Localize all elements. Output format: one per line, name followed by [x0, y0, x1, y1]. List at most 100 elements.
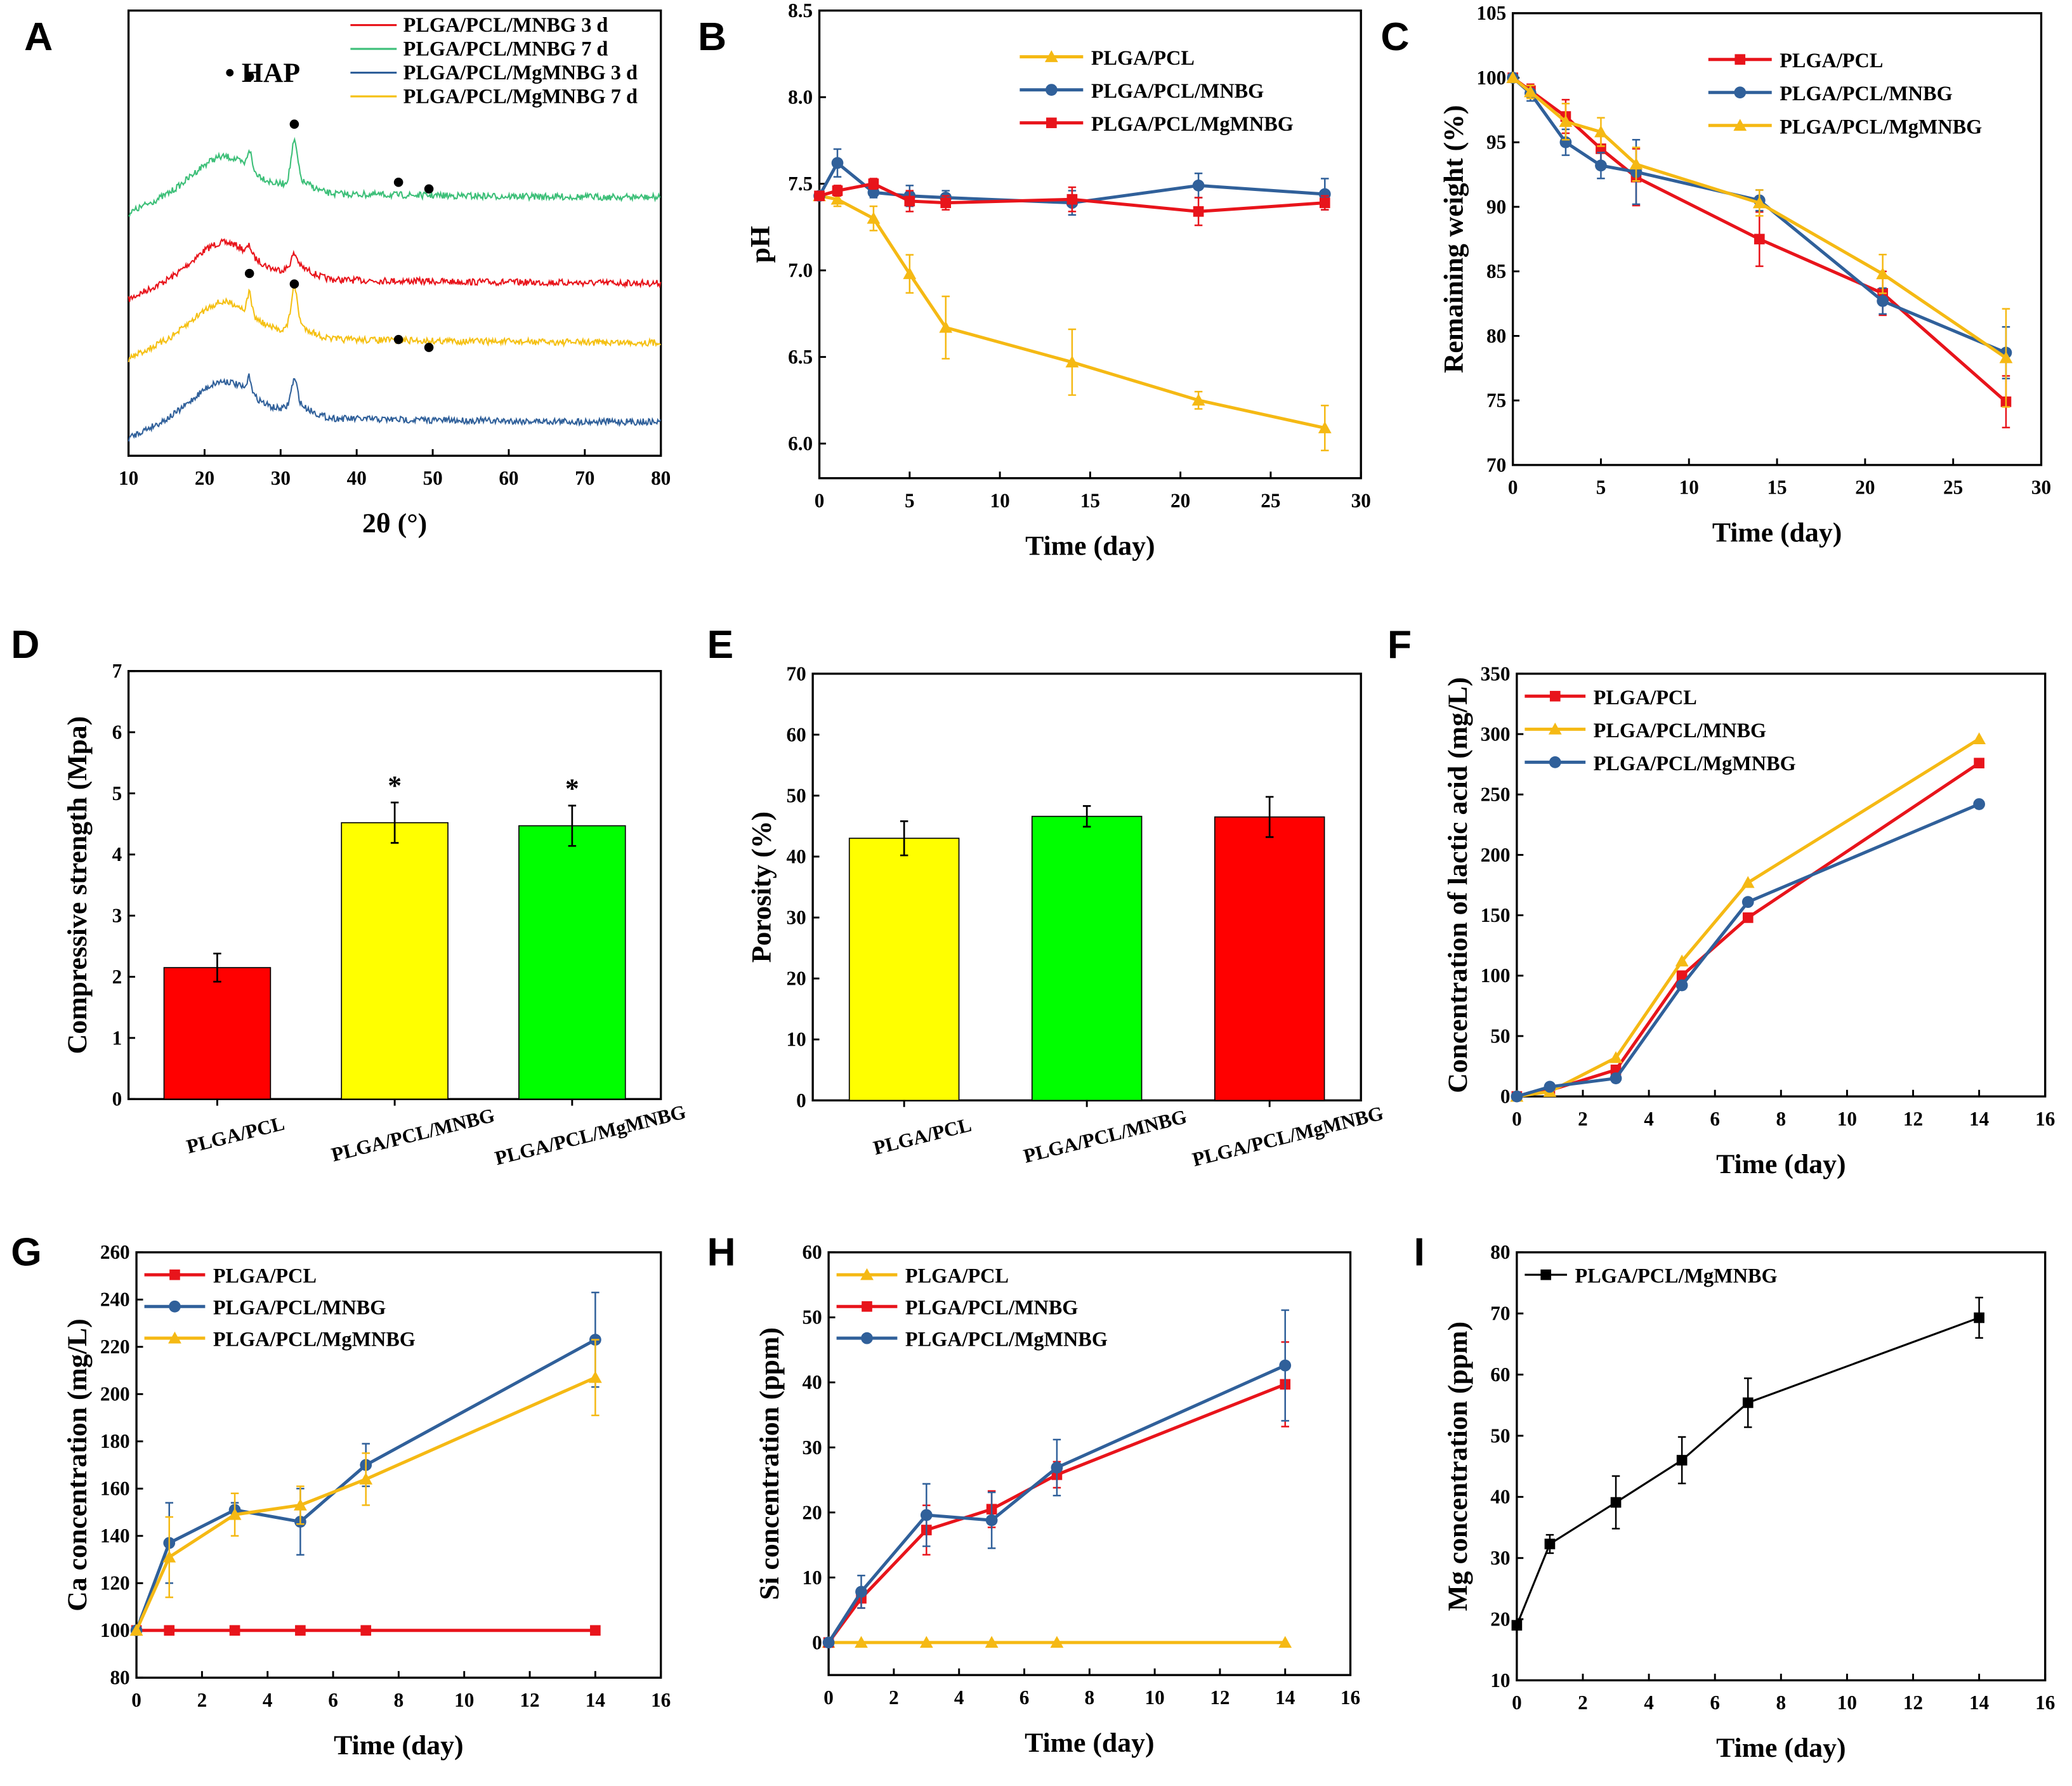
- y-tick-label: 80: [1490, 1241, 1510, 1263]
- y-tick-label: 50: [786, 784, 806, 806]
- data-point: [985, 1636, 999, 1648]
- data-point: [1734, 54, 1746, 65]
- data-point: [1974, 758, 1984, 769]
- data-point: [1506, 71, 1520, 83]
- data-point: [1742, 912, 1754, 923]
- data-point: [1045, 84, 1058, 96]
- x-tick-label: 2: [197, 1689, 207, 1711]
- y-tick-label: 3: [112, 905, 122, 927]
- y-tick-label: 95: [1486, 131, 1506, 154]
- series-0: [813, 189, 1332, 452]
- legend-label: PLGA/PCL/MgMNBG: [1091, 112, 1294, 135]
- x-tick-label: 2: [1578, 1108, 1588, 1130]
- series-line: [827, 1363, 1286, 1644]
- x-tick-label: 4: [1644, 1108, 1654, 1130]
- y-axis-title: Concentration of lactic acid (mg/L): [1443, 677, 1473, 1093]
- x-tick-label: 0: [823, 1686, 834, 1709]
- panel-E: E 0 10 20 30 40 50 60 70 PLGA/PCL PLGA/PCL/MNBG PLG…: [707, 622, 1386, 1171]
- x-tick-label: 5: [1596, 476, 1606, 499]
- x-tick-label: 14: [1969, 1691, 1990, 1714]
- x-tick-label: 0: [1508, 476, 1518, 499]
- data-point: [295, 1625, 306, 1636]
- data-point: [1972, 732, 1986, 744]
- x-tick-label: 30: [1351, 490, 1371, 512]
- data-point: [1595, 159, 1607, 172]
- x-tick-label: 8: [1776, 1108, 1787, 1130]
- data-point: [229, 1625, 240, 1636]
- data-point: [860, 1268, 874, 1280]
- data-point: [903, 267, 917, 279]
- y-tick-label: 1: [112, 1027, 122, 1049]
- y-tick-label: 7: [112, 660, 122, 682]
- data-point: [169, 1300, 181, 1313]
- data-point: [939, 320, 953, 333]
- x-tick-label: PLGA/PCL/MgMNBG: [1190, 1102, 1386, 1171]
- data-point: [831, 157, 844, 169]
- data-point: [1973, 798, 1985, 810]
- hap-peak-marker: [289, 279, 299, 289]
- bar: [163, 967, 272, 1100]
- x-tick-label: 6: [1020, 1686, 1030, 1709]
- series-line: [818, 161, 1325, 205]
- y-tick-label: 260: [100, 1241, 130, 1263]
- data-point: [1050, 1636, 1064, 1648]
- hap-annotation: • HAP: [225, 58, 301, 88]
- panel-G: G 80 100 120 140 160 180 200 220 240 260 0 2 4 6 8 10 12 1…: [11, 1230, 671, 1761]
- legend-label: PLGA/PCL/MNBG: [213, 1296, 386, 1319]
- y-tick-label: 0: [796, 1089, 806, 1112]
- x-tick-label: 5: [905, 490, 915, 512]
- y-axis-title: Ca concentration (mg/L): [62, 1318, 93, 1611]
- x-tick-label: 8: [394, 1689, 404, 1711]
- data-point: [904, 195, 915, 207]
- x-tick-label: 6: [1710, 1691, 1720, 1714]
- data-point: [1544, 1539, 1556, 1549]
- x-tick-label: 25: [1261, 490, 1280, 512]
- x-tick-label: 4: [954, 1686, 964, 1709]
- x-tick-label: 30: [271, 467, 291, 489]
- data-point: [168, 1331, 181, 1344]
- data-point: [1548, 722, 1562, 735]
- x-tick-label: 0: [131, 1689, 141, 1711]
- x-axis-title: Time (day): [1025, 530, 1155, 561]
- data-point: [1051, 1461, 1063, 1474]
- legend-label: PLGA/PCL/MgMNBG: [1780, 115, 1982, 138]
- x-tick-label: 14: [1275, 1686, 1295, 1709]
- panel-letter: G: [11, 1230, 42, 1275]
- data-point: [1279, 1359, 1292, 1372]
- bar: [518, 825, 626, 1100]
- x-tick-label: PLGA/PCL/MNBG: [1021, 1105, 1189, 1167]
- data-point: [1318, 188, 1331, 200]
- x-tick-label: 2: [889, 1686, 899, 1709]
- series-2: [1511, 798, 1985, 1103]
- data-point: [1629, 157, 1643, 170]
- y-tick-label: 150: [1481, 904, 1511, 926]
- y-tick-label: 50: [802, 1306, 822, 1329]
- y-tick-label: 30: [802, 1436, 822, 1459]
- data-point: [1318, 421, 1332, 433]
- y-tick-label: 180: [100, 1430, 130, 1452]
- x-tick-label: 16: [2035, 1691, 2055, 1714]
- data-point: [1877, 295, 1889, 307]
- y-tick-label: 160: [100, 1478, 130, 1500]
- x-tick-label: 8: [1085, 1686, 1095, 1709]
- y-axis-title: Compressive strength (Mpa): [62, 716, 93, 1054]
- legend-label: PLGA/PCL/MNBG 3 d: [403, 13, 608, 36]
- legend-label: PLGA/PCL/MgMNBG: [1575, 1264, 1777, 1287]
- data-point: [359, 1472, 373, 1485]
- y-tick-label: 8.0: [788, 86, 813, 108]
- y-tick-label: 300: [1481, 723, 1511, 745]
- bar: [848, 837, 960, 1101]
- y-tick-label: 6: [112, 721, 122, 743]
- x-tick-label: 16: [1341, 1686, 1360, 1709]
- panel-D: D 0 1 2 3 4 5 6 7 PLGA/PCL PLGA/PCL/MNBG * PLGA/PCL/…: [11, 622, 688, 1169]
- data-point: [1974, 1312, 1984, 1323]
- data-point: [1609, 1051, 1623, 1063]
- x-tick-label: 15: [1080, 490, 1100, 512]
- data-point: [920, 1509, 933, 1521]
- bar: [341, 822, 449, 1100]
- data-point: [1742, 1397, 1754, 1408]
- x-tick-label: 4: [1644, 1691, 1654, 1714]
- panel-letter: C: [1380, 15, 1409, 59]
- y-tick-label: 10: [802, 1566, 822, 1589]
